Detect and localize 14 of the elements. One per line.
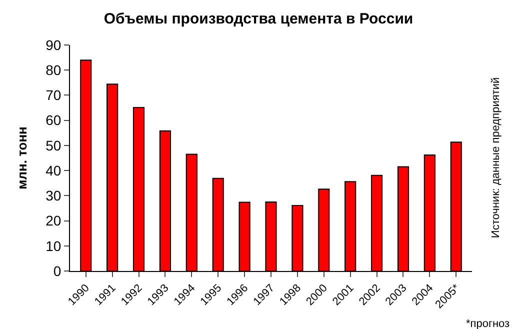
y-tick-label: 70 [46, 87, 62, 104]
y-tick-label: 0 [53, 262, 62, 279]
y-tick-label: 30 [46, 188, 62, 204]
chart-title: Объемы производства цемента в России [104, 10, 414, 28]
text: Источник: данные предприятий [490, 77, 502, 238]
y-tick-label: 20 [46, 212, 62, 229]
text: *прогноз [466, 318, 510, 329]
y-tick-label: 40 [46, 162, 62, 178]
y-tick-label: 80 [46, 62, 62, 78]
y-tick-label: 10 [46, 238, 62, 254]
y-tick-label: 60 [46, 112, 62, 128]
y-tick-label: 90 [46, 36, 62, 53]
y-tick-label: 50 [46, 137, 62, 154]
y-axis-title: млн. тонн [14, 126, 30, 190]
